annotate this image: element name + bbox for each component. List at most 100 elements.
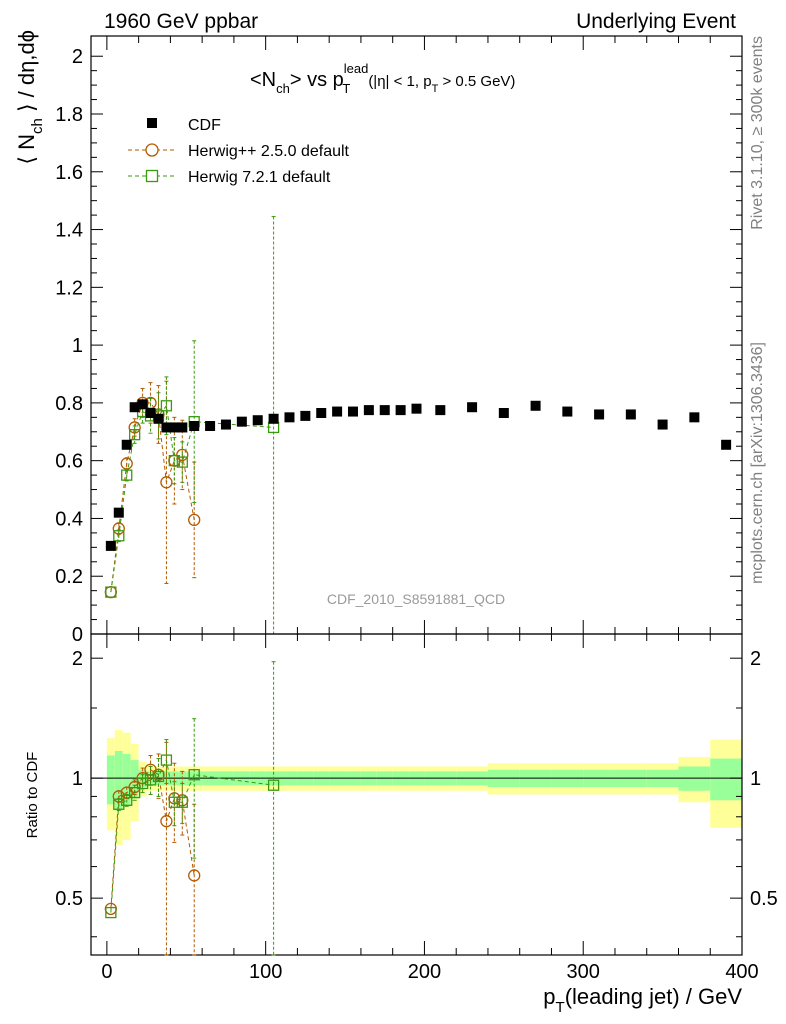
main-y-tick-label: 0 bbox=[72, 624, 83, 646]
main-cdf-point bbox=[169, 422, 180, 433]
main-cdf-point bbox=[411, 403, 422, 414]
main-y-tick-label: 0.6 bbox=[55, 451, 83, 473]
ratio-band-inner bbox=[130, 760, 139, 799]
main-cdf-point bbox=[129, 402, 140, 413]
main-cdf-point bbox=[498, 408, 509, 418]
main-cdf-point bbox=[332, 406, 343, 417]
ratio-herwig7-point bbox=[188, 769, 200, 781]
main-y-tick-label: 1.2 bbox=[55, 277, 83, 299]
main-cdf-point bbox=[220, 419, 231, 430]
legend-cdf-label: CDF bbox=[188, 117, 221, 134]
main-cdf-point bbox=[467, 402, 478, 413]
ratio-herwig7-point bbox=[113, 798, 125, 810]
ratio-panel: 0 100 200 300 400 0.5 0.5 1 1 2 2 bbox=[55, 633, 778, 983]
main-cdf-point bbox=[657, 419, 668, 430]
ratio-herwig7-point bbox=[267, 779, 280, 791]
main-cdf-point bbox=[625, 409, 636, 420]
ratio-y-axis-label: Ratio to CDF bbox=[24, 752, 41, 839]
ratio-herwig7-point bbox=[129, 786, 141, 799]
analysis-watermark: CDF_2010_S8591881_QCD bbox=[327, 591, 505, 607]
main-y-tick-label: 0.4 bbox=[55, 508, 83, 530]
ratio-y-tick-label: 1 bbox=[72, 768, 83, 790]
main-herwig7-point bbox=[105, 586, 117, 598]
ratio-band-inner bbox=[122, 753, 131, 807]
rivet-version-label: Rivet 3.1.10, ≥ 300k events bbox=[749, 36, 766, 230]
main-panel: 0 0.2 0.4 0.6 0.8 1 1.2 1.4 1.6 1.8 2 bbox=[55, 35, 743, 646]
ratio-herwig7-point bbox=[105, 906, 117, 919]
ratio-y-tick-label-right: 0.5 bbox=[750, 888, 778, 910]
main-y-tick-label: 1.8 bbox=[55, 104, 83, 126]
main-y-tick-label: 1.6 bbox=[55, 162, 83, 184]
main-cdf-point bbox=[268, 413, 279, 424]
main-cdf-point bbox=[205, 421, 216, 431]
legend-herwigpp-marker bbox=[145, 143, 159, 157]
main-cdf-point bbox=[121, 439, 132, 450]
ratio-herwig7-point bbox=[152, 770, 165, 783]
main-herwig7-point bbox=[168, 455, 181, 467]
main-cdf-point bbox=[689, 412, 700, 423]
main-cdf-point bbox=[105, 540, 116, 551]
main-herwigpp-point bbox=[160, 476, 173, 489]
ratio-band-inner bbox=[710, 758, 742, 801]
main-herwig7-line bbox=[110, 404, 274, 593]
ratio-y-tick-label: 0.5 bbox=[55, 888, 83, 910]
legend-herwig7-label: Herwig 7.2.1 default bbox=[188, 169, 331, 186]
main-cdf-point bbox=[137, 399, 148, 410]
main-cdf-point bbox=[562, 406, 573, 417]
main-cdf-point bbox=[347, 406, 358, 417]
x-tick-label: 200 bbox=[408, 961, 441, 983]
main-cdf-point bbox=[161, 422, 172, 433]
main-y-tick-label: 0.8 bbox=[55, 393, 83, 415]
ratio-herwig7-point bbox=[121, 794, 133, 806]
ratio-herwigpp-point bbox=[160, 815, 173, 828]
ratio-herwig7-point bbox=[176, 796, 188, 808]
ratio-y-tick-label-right: 2 bbox=[750, 648, 761, 670]
main-cdf-point bbox=[113, 507, 124, 518]
mcplots-label: mcplots.cern.ch [arXiv:1306.3436] bbox=[749, 342, 766, 584]
main-herwig7-point bbox=[160, 400, 173, 412]
main-y-tick-label: 0.2 bbox=[55, 566, 83, 588]
main-cdf-point bbox=[435, 405, 446, 416]
main-herwig7-point bbox=[129, 429, 141, 441]
main-cdf-point bbox=[530, 400, 541, 411]
legend: CDF Herwig++ 2.5.0 default Herwig 7.2.1 … bbox=[128, 117, 350, 186]
header-right: Underlying Event bbox=[576, 10, 736, 33]
legend-cdf-marker bbox=[147, 118, 157, 128]
ratio-frame bbox=[90, 633, 743, 956]
main-cdf-point bbox=[177, 422, 188, 433]
main-y-tick-label: 2 bbox=[72, 46, 83, 68]
main-cdf-point bbox=[316, 408, 327, 418]
main-cdf-point bbox=[236, 416, 247, 427]
ratio-herwigpp-point bbox=[188, 869, 201, 882]
header-left: 1960 GeV ppbar bbox=[104, 10, 258, 33]
main-cdf-point bbox=[153, 413, 164, 424]
x-tick-label: 0 bbox=[101, 961, 112, 983]
x-tick-label: 400 bbox=[725, 961, 758, 983]
x-tick-label: 300 bbox=[567, 961, 600, 983]
main-title: <Nch> vs plead T (|η| < 1, pT > 0.5 GeV) bbox=[250, 61, 515, 96]
ratio-herwig7-point bbox=[136, 777, 149, 790]
x-tick-label: 100 bbox=[249, 961, 282, 983]
main-cdf-point bbox=[300, 410, 311, 421]
ratio-y-tick-label: 2 bbox=[72, 648, 83, 670]
ratio-band-inner bbox=[114, 750, 123, 811]
main-y-tick-label: 1.4 bbox=[55, 220, 83, 242]
main-cdf-point bbox=[189, 421, 200, 431]
ratio-herwig7-point bbox=[144, 774, 157, 786]
main-herwig7-point bbox=[113, 530, 125, 542]
ratio-herwig7-point bbox=[168, 796, 181, 808]
main-cdf-point bbox=[395, 405, 406, 416]
main-cdf-point bbox=[252, 415, 263, 426]
main-y-axis-label: ⟨ Nch ⟩ / dη,dϕ bbox=[14, 30, 46, 165]
main-y-tick-label: 1 bbox=[72, 335, 83, 357]
main-herwig7-point bbox=[176, 456, 188, 468]
main-cdf-point bbox=[721, 439, 732, 450]
x-axis-label: pT(leading jet) / GeV bbox=[543, 984, 742, 1016]
ratio-y-tick-label-right: 1 bbox=[750, 768, 761, 790]
main-cdf-point bbox=[145, 408, 156, 418]
main-cdf-point bbox=[594, 409, 605, 420]
main-cdf-point bbox=[363, 405, 374, 416]
main-cdf-point bbox=[379, 405, 390, 416]
legend-herwigpp-label: Herwig++ 2.5.0 default bbox=[188, 143, 350, 160]
